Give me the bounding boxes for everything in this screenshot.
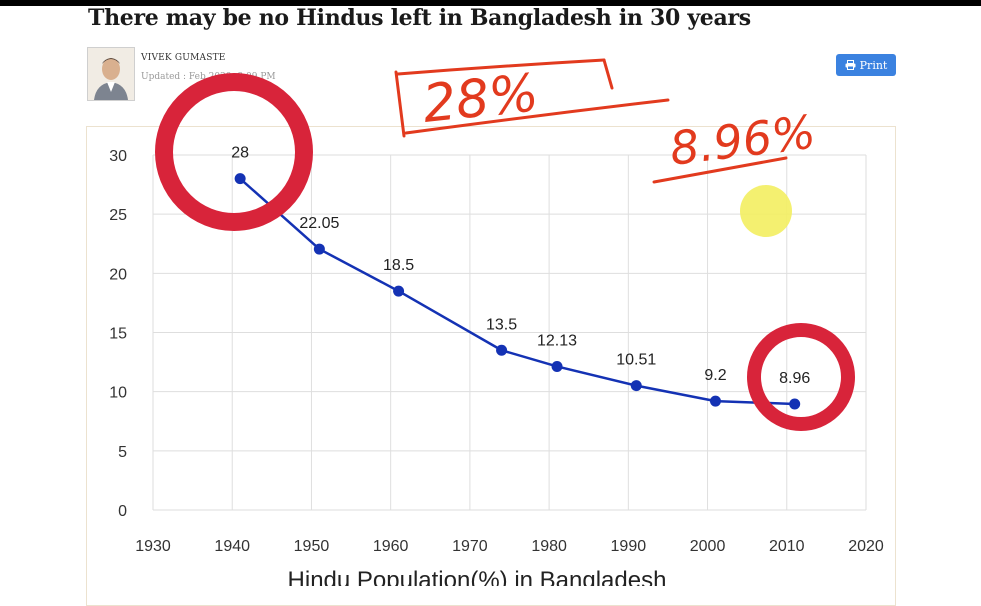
data-label: 22.05	[299, 215, 339, 232]
y-tick-label: 25	[109, 207, 127, 224]
y-tick-label: 20	[109, 266, 127, 283]
chart-title: Hindu Population(%) in Bangladesh	[288, 567, 667, 586]
x-tick-label: 1940	[214, 538, 250, 555]
data-label: 13.5	[486, 316, 517, 333]
data-label: 9.2	[704, 367, 726, 384]
data-label: 12.13	[537, 332, 577, 349]
article-headline: There may be no Hindus left in Banglades…	[88, 5, 751, 31]
x-tick-label: 1960	[373, 538, 409, 555]
x-tick-label: 1950	[294, 538, 330, 555]
data-point	[709, 395, 721, 407]
print-button[interactable]: Print	[836, 54, 896, 76]
data-point	[234, 173, 246, 185]
author-name[interactable]: VIVEK GUMASTE	[141, 53, 226, 63]
print-label: Print	[859, 58, 888, 72]
x-axis: 1930 1940 1950 1960 1970 1980 1990 2000 2010 2020	[135, 538, 884, 555]
data-label: 18.5	[383, 257, 414, 274]
y-tick-label: 30	[109, 148, 127, 165]
y-tick-label: 10	[109, 385, 127, 402]
author-avatar	[87, 47, 135, 101]
x-tick-label: 2020	[848, 538, 884, 555]
data-label: 10.51	[616, 352, 656, 369]
data-labels: 28 22.05 18.5 13.5 12.13 10.51 9.2 8.96	[231, 145, 810, 387]
x-tick-label: 1970	[452, 538, 488, 555]
x-tick-label: 1980	[531, 538, 567, 555]
data-point	[393, 285, 405, 297]
data-point	[630, 380, 642, 392]
data-point	[496, 344, 508, 356]
line-chart: 0 5 10 15 20 25 30 1930 1940 1950 1960 1970 1980 199…	[109, 145, 884, 586]
data-point	[313, 243, 325, 255]
top-bar	[0, 0, 981, 6]
printer-icon	[845, 60, 856, 70]
data-label: 28	[231, 145, 249, 162]
x-tick-label: 1930	[135, 538, 171, 555]
y-tick-label: 5	[118, 444, 127, 461]
x-tick-label: 1990	[611, 538, 647, 555]
y-axis: 0 5 10 15 20 25 30	[109, 148, 127, 520]
data-label: 8.96	[779, 370, 810, 387]
x-tick-label: 2010	[769, 538, 805, 555]
data-point	[551, 360, 563, 372]
y-tick-label: 0	[118, 503, 127, 520]
y-tick-label: 15	[109, 326, 127, 343]
x-tick-label: 2000	[690, 538, 726, 555]
series-line	[239, 177, 795, 406]
data-point	[789, 398, 801, 410]
